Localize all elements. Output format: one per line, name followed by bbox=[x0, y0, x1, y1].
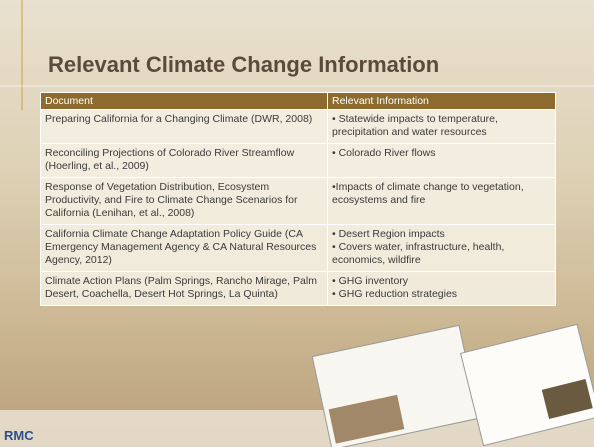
info-line: • GHG reduction strategies bbox=[332, 288, 458, 300]
info-cell: • Desert Region impacts • Covers water, i… bbox=[327, 224, 556, 272]
info-cell: •Impacts of climate change to vegetation… bbox=[327, 177, 556, 225]
info-line: • Desert Region impacts bbox=[332, 228, 445, 240]
info-cell: • Statewide impacts to temperature, prec… bbox=[327, 109, 556, 144]
info-line: • Covers water, infrastructure, health, … bbox=[332, 241, 505, 266]
info-line: • Colorado River flows bbox=[332, 147, 436, 159]
info-line: • GHG inventory bbox=[332, 275, 409, 287]
document-cell: California Climate Change Adaptation Pol… bbox=[40, 224, 328, 272]
title: Relevant Climate Change Information bbox=[48, 52, 440, 77]
info-table: Document Relevant Information Preparing … bbox=[40, 92, 556, 306]
info-line: •Impacts of climate change to vegetation… bbox=[332, 181, 524, 206]
table-row: Response of Vegetation Distribution, Eco… bbox=[40, 177, 556, 225]
info-line: • Statewide impacts to temperature, prec… bbox=[332, 113, 498, 138]
header-cell: Relevant Information bbox=[327, 92, 556, 110]
document-cell: Climate Action Plans (Palm Springs, Ranc… bbox=[40, 271, 328, 306]
header-cell: Document bbox=[40, 92, 328, 110]
document-cell: Preparing California for a Changing Clim… bbox=[40, 109, 328, 144]
document-cell: Reconciling Projections of Colorado Rive… bbox=[40, 143, 328, 178]
table-row: Climate Action Plans (Palm Springs, Ranc… bbox=[40, 271, 556, 306]
info-cell: • GHG inventory • GHG reduction strategie… bbox=[327, 271, 556, 306]
table-row: Reconciling Projections of Colorado Rive… bbox=[40, 143, 556, 178]
document-cell: Response of Vegetation Distribution, Eco… bbox=[40, 177, 328, 225]
info-cell: • Colorado River flows bbox=[327, 143, 556, 178]
logo: RMC bbox=[4, 428, 34, 443]
table-row: Preparing California for a Changing Clim… bbox=[40, 109, 556, 144]
table-row: California Climate Change Adaptation Pol… bbox=[40, 224, 556, 272]
